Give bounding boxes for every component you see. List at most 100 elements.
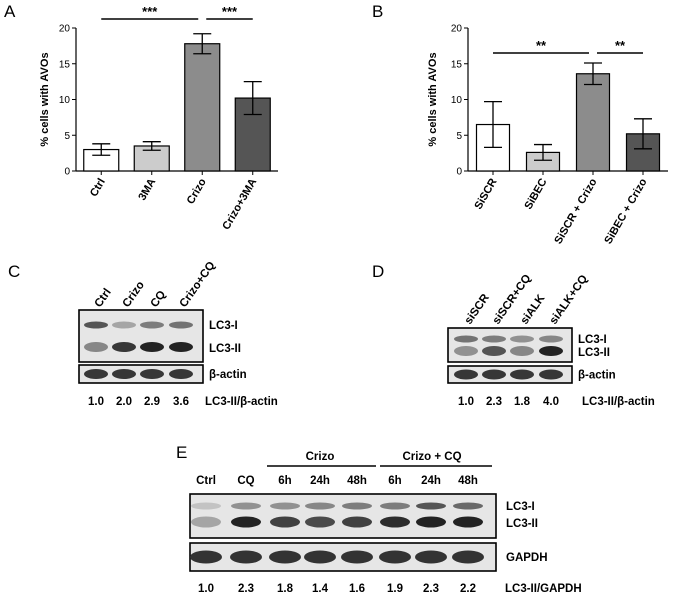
loading-control-band <box>140 369 164 379</box>
y-tick-label: 10 <box>59 95 71 106</box>
lane-label: CQ <box>237 475 254 487</box>
lc3-i-band <box>416 502 446 510</box>
lc3-ii-band <box>539 346 563 356</box>
quant-value: 1.0 <box>198 583 214 595</box>
significance-label: ** <box>536 38 547 53</box>
quant-value: 2.0 <box>116 396 132 408</box>
y-tick-label: 0 <box>456 167 462 178</box>
y-tick-label: 15 <box>59 59 71 70</box>
loading-control-band <box>454 369 478 380</box>
loading-control-band <box>84 369 108 379</box>
band-label-lc3-i: LC3-I <box>578 334 607 346</box>
band-label-lc3-i: LC3-I <box>506 501 535 513</box>
band-label-lc3-ii: LC3-II <box>209 343 241 355</box>
loading-control-band <box>169 369 193 379</box>
lc3-i-band <box>112 321 136 329</box>
lc3-ii-band <box>380 516 410 528</box>
lane-label: 24h <box>310 475 330 487</box>
lc3-ii-band <box>169 342 193 352</box>
lc3-i-band <box>539 335 563 343</box>
lc3-i-band <box>270 502 300 510</box>
loading-control-band <box>452 550 484 564</box>
panel-letter-b: B <box>372 2 384 21</box>
band-label-lc3-ii: LC3-II <box>506 518 538 530</box>
lane-label: Ctrl <box>196 475 216 487</box>
y-axis-label: % cells with AVOs <box>39 52 51 146</box>
quant-value: 2.9 <box>144 396 160 408</box>
y-tick-label: 15 <box>451 59 463 70</box>
quant-value: 1.4 <box>312 583 329 595</box>
loading-control-band <box>539 369 563 380</box>
lc3-ii-band <box>305 516 335 528</box>
y-tick-label: 20 <box>451 24 463 35</box>
quant-value: 1.9 <box>387 583 403 595</box>
lc3-ii-band <box>140 342 164 352</box>
loading-control-band <box>112 369 136 379</box>
quant-value: 2.3 <box>423 583 439 595</box>
quant-value: 1.0 <box>458 396 474 408</box>
lc3-i-band <box>191 502 221 510</box>
significance-label: *** <box>142 4 158 19</box>
significance-label: *** <box>222 4 238 19</box>
group-label-crizo-cq: Crizo + CQ <box>402 451 461 463</box>
lc3-i-band <box>454 335 478 343</box>
significance-label: ** <box>615 38 626 53</box>
lc3-ii-band <box>454 346 478 356</box>
lc3-i-band <box>380 502 410 510</box>
quant-value: 1.0 <box>88 396 104 408</box>
bar <box>184 43 221 172</box>
band-label-lc3-i: LC3-I <box>209 320 238 332</box>
lc3-ii-band <box>191 516 221 528</box>
lane-label: 6h <box>278 475 291 487</box>
lc3-i-band <box>169 321 193 329</box>
quant-value: 1.6 <box>349 583 365 595</box>
loading-control-band <box>341 550 373 564</box>
lc3-blot-frame <box>78 309 204 363</box>
lc3-ii-band <box>84 342 108 352</box>
lc3-ii-band <box>482 346 506 356</box>
loading-control-band <box>510 369 534 380</box>
loading-control-band <box>379 550 411 564</box>
loading-control-band <box>190 550 222 564</box>
loading-control-band <box>482 369 506 380</box>
lc3-i-band <box>84 321 108 329</box>
quant-label: LC3-II/GAPDH <box>505 583 582 595</box>
panel-letter-d: D <box>372 262 385 281</box>
y-axis-label: % cells with AVOs <box>427 52 439 146</box>
panel-letter-a: A <box>4 2 16 21</box>
y-tick-label: 0 <box>64 167 70 178</box>
lc3-ii-band <box>270 516 300 528</box>
lc3-ii-band <box>231 516 261 528</box>
lc3-blot-frame <box>447 327 573 363</box>
band-label-lc3-ii: LC3-II <box>578 347 610 359</box>
quant-value: 4.0 <box>543 396 559 408</box>
lc3-i-band <box>453 502 483 510</box>
band-label-loading-control: GAPDH <box>506 552 548 564</box>
quant-value: 3.6 <box>173 396 189 408</box>
lc3-ii-band <box>416 516 446 528</box>
loading-control-band <box>304 550 336 564</box>
lc3-i-band <box>231 502 261 510</box>
y-tick-label: 5 <box>456 131 462 142</box>
y-tick-label: 20 <box>59 24 71 35</box>
panel-letter-c: C <box>8 262 21 281</box>
quant-label: LC3-II/β-actin <box>582 396 655 408</box>
lc3-i-band <box>482 335 506 343</box>
lc3-i-band <box>305 502 335 510</box>
lc3-ii-band <box>112 342 136 352</box>
bar <box>575 73 611 172</box>
lc3-ii-band <box>342 516 372 528</box>
lc3-blot-frame <box>189 493 497 539</box>
lc3-i-band <box>140 321 164 329</box>
quant-value: 1.8 <box>277 583 294 595</box>
band-label-loading-control: β-actin <box>209 369 247 381</box>
loading-control-band <box>230 550 262 564</box>
lc3-ii-band <box>453 516 483 528</box>
band-label-loading-control: β-actin <box>578 370 616 382</box>
y-tick-label: 5 <box>64 131 70 142</box>
